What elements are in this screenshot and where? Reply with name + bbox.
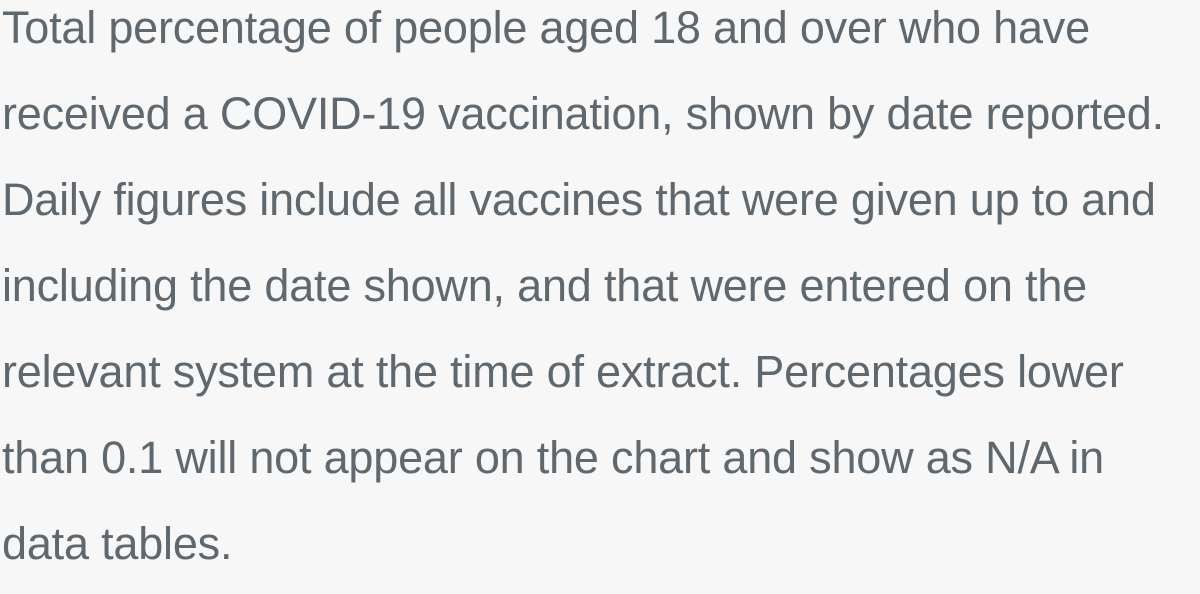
description-line: data tables. <box>2 518 233 569</box>
description-line: relevant system at the time of extract. … <box>2 346 1124 397</box>
description-line: than 0.1 will not appear on the chart an… <box>2 432 1105 483</box>
chart-description-panel: Total percentage of people aged 18 and o… <box>2 2 1165 569</box>
description-line: including the date shown, and that were … <box>2 260 1087 311</box>
description-line: received a COVID-19 vaccination, shown b… <box>2 88 1164 139</box>
description-line: Total percentage of people aged 18 and o… <box>2 2 1090 53</box>
description-line: Daily figures include all vaccines that … <box>2 174 1156 225</box>
